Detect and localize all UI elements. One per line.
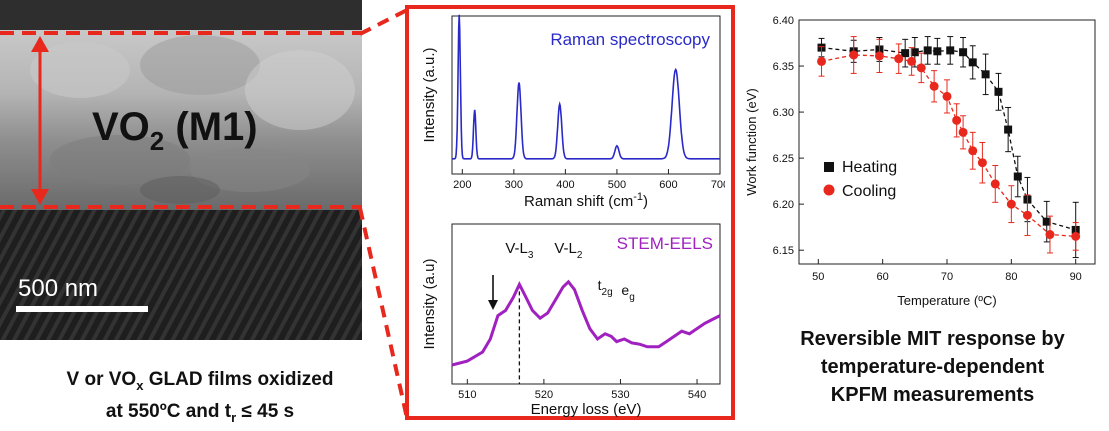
eels-peak-label: t2g [598, 277, 613, 298]
wf-point-heating [981, 70, 990, 79]
wf-point-heating [923, 46, 932, 55]
eels-title: STEM-EELS [617, 234, 713, 253]
wf-x-tick-label: 90 [1070, 271, 1082, 283]
wf-x-tick-label: 70 [941, 271, 953, 283]
scale-bar [16, 306, 148, 312]
wf-point-heating [1004, 125, 1013, 134]
raman-y-label: Intensity (a.u.) [421, 47, 438, 142]
wf-point-heating [959, 48, 968, 57]
wf-y-tick-label: 6.15 [773, 245, 794, 257]
legend-cooling-marker [823, 184, 835, 196]
wf-fit-line-heating [821, 46, 1076, 231]
wf-point-cooling [916, 63, 926, 73]
eels-x-tick-label: 520 [535, 389, 553, 401]
wf-point-heating [910, 48, 919, 57]
wf-point-cooling [968, 146, 978, 156]
wf-x-tick-label: 60 [877, 271, 889, 283]
wf-y-tick-label: 6.30 [773, 107, 794, 119]
work-function-chart: Work function (eV) Temperature (ºC) 50 60… [744, 15, 1096, 308]
wf-point-cooling [990, 179, 1000, 189]
wf-point-cooling [1022, 210, 1032, 220]
wf-y-tick-label: 6.20 [773, 199, 794, 211]
legend-cooling-label: Cooling [842, 183, 896, 200]
wf-point-cooling [1071, 231, 1081, 241]
wf-point-cooling [1045, 230, 1055, 240]
left-caption-line-2: at 550ºC and tr ≤ 45 s [105, 400, 295, 425]
wf-x-tick-label: 80 [1005, 271, 1017, 283]
tem-micrograph: VO2 (M1) 500 nm [0, 0, 362, 340]
eels-plot-frame [451, 223, 721, 385]
eels-peak-label: V-L3 [505, 240, 534, 261]
wf-y-tick-label: 6.40 [773, 15, 794, 27]
wf-point-cooling [929, 81, 939, 91]
eels-x-tick-label: 530 [611, 389, 629, 401]
legend-heating-label: Heating [842, 159, 897, 176]
wf-point-cooling [958, 127, 968, 137]
eels-chart: STEM-EELS Intensity (a.u) Energy loss (e… [421, 223, 721, 418]
wf-point-heating [946, 46, 955, 55]
scale-bar-label: 500 nm [18, 275, 98, 302]
raman-x-label: Raman shift (cm-1) [524, 191, 648, 210]
zoom-connector [358, 8, 409, 419]
left-caption: V or VOx GLAD films oxidized at 550ºC an… [0, 367, 400, 431]
right-caption-line-1: Reversible MIT response by [800, 328, 1065, 350]
raman-x-tick-label: 200 [453, 179, 471, 191]
wf-y-tick-label: 6.25 [773, 153, 794, 165]
raman-title: Raman spectroscopy [550, 30, 710, 49]
wf-point-cooling [1006, 199, 1016, 209]
right-caption: Reversible MIT response by temperature-d… [760, 325, 1105, 409]
wf-legend: Heating Cooling [823, 159, 897, 200]
wf-point-heating [933, 47, 942, 56]
wf-point-cooling [817, 56, 827, 66]
wf-point-cooling [907, 56, 917, 66]
wf-point-cooling [894, 54, 904, 64]
eels-x-label: Energy loss (eV) [531, 401, 642, 418]
wf-point-heating [994, 87, 1003, 96]
wf-point-cooling [874, 51, 884, 61]
wf-y-label: Work function (eV) [744, 88, 759, 195]
raman-chart: Raman spectroscopy Intensity (a.u.) Rama… [421, 14, 725, 210]
wf-point-heating [968, 58, 977, 67]
wf-point-cooling [952, 115, 962, 125]
wf-fit-line-cooling [821, 54, 1076, 238]
raman-x-tick-label: 700 [711, 179, 725, 191]
raman-x-tick-label: 400 [556, 179, 574, 191]
legend-heating-marker [824, 162, 834, 172]
eels-y-label: Intensity (a.u) [421, 259, 438, 350]
eels-x-tick-label: 510 [458, 389, 476, 401]
eels-series-line [451, 279, 721, 367]
raman-series-line [452, 14, 720, 160]
raman-x-tick-label: 600 [659, 179, 677, 191]
wf-x-tick-label: 50 [812, 271, 824, 283]
right-caption-line-2: temperature-dependent [820, 356, 1045, 378]
wf-point-heating [1042, 217, 1051, 226]
raman-x-tick-label: 300 [505, 179, 523, 191]
raman-plot-frame [451, 15, 721, 175]
raman-x-tick-label: 500 [608, 179, 626, 191]
wf-x-label: Temperature (ºC) [897, 293, 996, 308]
eels-peak-label: eg [621, 282, 634, 303]
wf-point-heating [1013, 172, 1022, 181]
eels-peak-label: V-L2 [554, 240, 583, 261]
spectroscopy-panel [405, 5, 735, 420]
wf-point-heating [901, 49, 910, 58]
pre-edge-arrowhead [488, 300, 498, 310]
phase-label: VO2 (M1) [92, 105, 258, 156]
wf-point-cooling [942, 91, 952, 101]
left-caption-line-1: V or VOx GLAD films oxidized [66, 369, 334, 393]
wf-y-tick-label: 6.35 [773, 61, 794, 73]
wf-point-cooling [977, 158, 987, 168]
eels-x-tick-label: 540 [688, 389, 706, 401]
wf-point-cooling [849, 50, 859, 60]
right-caption-line-3: KPFM measurements [830, 384, 1035, 406]
